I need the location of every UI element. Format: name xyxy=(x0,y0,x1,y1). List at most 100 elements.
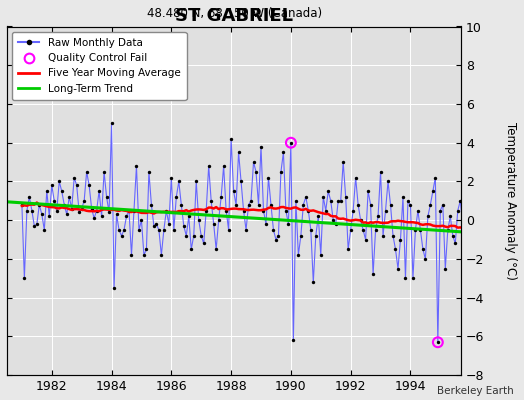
Point xyxy=(32,221,41,227)
Point xyxy=(369,271,377,278)
Point xyxy=(30,223,39,229)
Point xyxy=(314,213,322,220)
Point xyxy=(140,252,148,258)
Point xyxy=(88,205,96,212)
Point xyxy=(160,227,168,233)
Point xyxy=(125,207,133,214)
Point xyxy=(197,232,205,239)
Point xyxy=(426,202,434,208)
Point xyxy=(421,256,430,262)
Point xyxy=(454,207,462,214)
Point xyxy=(90,215,99,222)
Point xyxy=(182,232,190,239)
Point xyxy=(242,227,250,233)
Point xyxy=(409,275,417,282)
Point xyxy=(127,252,136,258)
Point xyxy=(35,202,43,208)
Point xyxy=(202,207,211,214)
Point xyxy=(180,223,188,229)
Point xyxy=(464,213,472,220)
Point xyxy=(172,194,180,200)
Point xyxy=(224,227,233,233)
Point xyxy=(55,178,63,185)
Point xyxy=(214,217,223,224)
Point xyxy=(110,285,118,291)
Title: ST GABRIEL: ST GABRIEL xyxy=(175,7,293,25)
Point xyxy=(381,207,390,214)
Point xyxy=(366,202,375,208)
Point xyxy=(344,246,352,252)
Point xyxy=(394,266,402,272)
Point xyxy=(274,232,282,239)
Point xyxy=(391,246,400,252)
Point xyxy=(230,188,238,194)
Point xyxy=(20,275,29,282)
Point xyxy=(319,194,328,200)
Point xyxy=(48,182,56,188)
Point xyxy=(419,246,427,252)
Point xyxy=(38,211,46,218)
Point xyxy=(441,266,450,272)
Point xyxy=(429,188,437,194)
Point xyxy=(292,198,300,204)
Point xyxy=(389,232,397,239)
Point xyxy=(401,275,410,282)
Point xyxy=(379,232,387,239)
Point xyxy=(257,144,265,150)
Point xyxy=(78,205,86,212)
Point xyxy=(162,207,170,214)
Text: Berkeley Earth: Berkeley Earth xyxy=(437,386,514,396)
Point xyxy=(359,227,367,233)
Point xyxy=(324,188,332,194)
Point xyxy=(352,174,360,181)
Point xyxy=(155,227,163,233)
Point xyxy=(304,207,312,214)
Point xyxy=(18,202,26,208)
Point xyxy=(145,168,153,175)
Point xyxy=(70,174,79,181)
Point xyxy=(277,168,285,175)
Point xyxy=(157,252,166,258)
Point xyxy=(204,163,213,169)
Point xyxy=(436,207,444,214)
Point xyxy=(456,198,464,204)
Point xyxy=(354,202,362,208)
Point xyxy=(254,202,263,208)
Point xyxy=(194,217,203,224)
Point xyxy=(376,168,385,175)
Point xyxy=(399,194,407,200)
Point xyxy=(80,198,89,204)
Point xyxy=(349,207,357,214)
Point xyxy=(50,198,59,204)
Point xyxy=(112,211,121,218)
Point xyxy=(102,194,111,200)
Point xyxy=(65,194,73,200)
Point xyxy=(165,221,173,227)
Point xyxy=(411,227,420,233)
Point xyxy=(316,252,325,258)
Point xyxy=(167,174,176,181)
Point xyxy=(339,159,347,165)
Point xyxy=(284,221,292,227)
Y-axis label: Temperature Anomaly (°C): Temperature Anomaly (°C) xyxy=(504,122,517,280)
Point xyxy=(299,202,308,208)
Point xyxy=(220,163,228,169)
Point xyxy=(222,207,231,214)
Point xyxy=(75,209,83,216)
Point xyxy=(264,174,272,181)
Point xyxy=(449,232,457,239)
Point xyxy=(297,232,305,239)
Point xyxy=(192,178,201,185)
Point xyxy=(117,232,126,239)
Point xyxy=(294,252,302,258)
Point xyxy=(72,182,81,188)
Point xyxy=(434,339,442,346)
Point xyxy=(135,227,143,233)
Point xyxy=(60,202,69,208)
Point xyxy=(269,227,278,233)
Point xyxy=(434,339,442,346)
Point xyxy=(52,207,61,214)
Point xyxy=(414,207,422,214)
Point xyxy=(336,198,345,204)
Point xyxy=(322,207,330,214)
